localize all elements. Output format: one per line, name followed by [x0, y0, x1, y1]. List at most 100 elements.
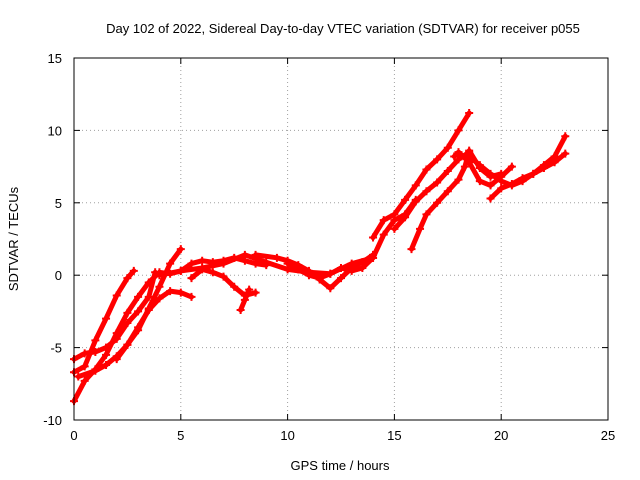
- data-point: [262, 258, 271, 267]
- data-point: [272, 253, 281, 262]
- data-point: [497, 177, 506, 186]
- data-point: [379, 230, 388, 239]
- data-point: [236, 305, 245, 314]
- data-point: [486, 181, 495, 190]
- grid: [74, 58, 608, 420]
- data-point: [198, 265, 207, 274]
- series-arc-16: [486, 149, 570, 203]
- data-point: [401, 195, 410, 204]
- data-point: [294, 265, 303, 274]
- data-point: [123, 308, 132, 317]
- data-point: [475, 177, 484, 186]
- y-tick-label: 15: [48, 51, 62, 66]
- data-point: [507, 179, 516, 188]
- data-point: [422, 165, 431, 174]
- series-line: [391, 149, 472, 232]
- data-point: [465, 152, 474, 161]
- data-point: [123, 340, 132, 349]
- data-point: [80, 376, 89, 385]
- data-point: [144, 305, 153, 314]
- series-arc-5: [112, 287, 196, 364]
- data-point: [454, 155, 463, 164]
- data-point: [80, 349, 89, 358]
- data-point: [443, 187, 452, 196]
- data-point: [112, 334, 121, 343]
- data-point: [422, 187, 431, 196]
- data-point: [102, 360, 111, 369]
- data-point: [304, 271, 313, 280]
- data-point: [166, 259, 175, 268]
- series-arc-10: [283, 195, 420, 283]
- data-point: [176, 245, 185, 254]
- data-point: [539, 164, 548, 173]
- data-point: [433, 155, 442, 164]
- series-line: [370, 110, 472, 241]
- data-point: [379, 216, 388, 225]
- data-point: [155, 294, 164, 303]
- data-point: [134, 307, 143, 316]
- data-point: [240, 295, 249, 304]
- x-tick-label: 25: [601, 428, 615, 443]
- data-point: [326, 284, 335, 293]
- data-point: [337, 263, 345, 272]
- data-point: [176, 288, 185, 297]
- data-point: [102, 314, 111, 323]
- data-point: [390, 224, 399, 233]
- series-arc-11: [369, 109, 474, 242]
- data-point: [187, 292, 196, 301]
- y-tick-label: 5: [55, 196, 62, 211]
- x-tick-label: 15: [387, 428, 401, 443]
- x-tick-label: 5: [177, 428, 184, 443]
- data-point: [369, 233, 378, 242]
- data-point: [219, 272, 228, 281]
- data-point: [529, 169, 538, 178]
- x-tick-label: 10: [280, 428, 294, 443]
- data-point: [129, 266, 138, 275]
- data-point: [422, 210, 431, 219]
- plot-frame: [73, 57, 609, 421]
- x-tick-label: 20: [494, 428, 508, 443]
- data-point: [123, 274, 132, 283]
- data-point: [176, 266, 185, 275]
- axis-ticks: 0 5 10 15 20 25 -10 -5 0 5 10 15: [43, 51, 615, 443]
- data-point: [450, 152, 459, 161]
- data-point: [486, 194, 495, 203]
- data-point: [401, 213, 410, 222]
- data-point: [486, 169, 495, 178]
- data-point: [550, 158, 559, 167]
- series-line: [409, 148, 504, 252]
- x-axis-label: GPS time / hours: [291, 458, 390, 473]
- data-point: [497, 184, 506, 193]
- data-point: [134, 323, 143, 332]
- data-point: [134, 292, 143, 301]
- data-point: [433, 198, 442, 207]
- data-point: [326, 269, 335, 278]
- data-point: [358, 263, 367, 272]
- series-arc-3: [70, 268, 160, 364]
- data-point: [112, 291, 121, 300]
- y-tick-label: -5: [50, 341, 62, 356]
- data-point: [507, 162, 516, 171]
- data-point: [251, 250, 260, 259]
- series-arc-8: [236, 285, 254, 314]
- data-point: [433, 178, 442, 187]
- data-point: [155, 282, 164, 291]
- data-point: [102, 343, 111, 352]
- data-point: [219, 259, 228, 268]
- data-point: [454, 126, 463, 135]
- data-point: [91, 366, 100, 375]
- data-point: [407, 245, 416, 254]
- data-point: [465, 109, 474, 118]
- data-point: [443, 166, 452, 175]
- y-tick-label: 10: [48, 123, 62, 138]
- data-point: [416, 224, 425, 233]
- data-point: [208, 268, 217, 277]
- series-arc-14: [450, 148, 516, 190]
- series-arc-12: [390, 148, 474, 233]
- data-point: [460, 162, 469, 171]
- data-point: [454, 175, 463, 184]
- data-point: [245, 285, 254, 294]
- y-axis-label: SDTVAR / TECUs: [6, 186, 21, 291]
- data-point: [315, 274, 324, 283]
